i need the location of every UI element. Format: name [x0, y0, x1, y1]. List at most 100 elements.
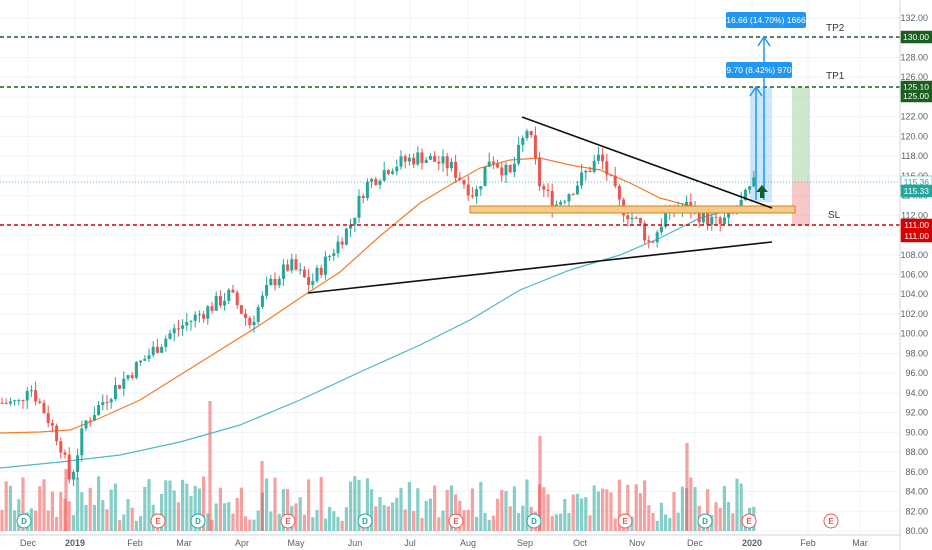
long-entry-arrow-icon: [756, 185, 768, 198]
volume-bar: [634, 484, 638, 531]
volume-bar: [235, 498, 239, 531]
volume-bar: [80, 492, 84, 531]
volume-bar: [38, 486, 42, 531]
future-earnings-badge[interactable]: E: [823, 513, 839, 529]
volume-bar: [260, 461, 264, 531]
volume-bar: [538, 436, 542, 531]
earnings-badge[interactable]: [448, 513, 464, 529]
volume-bar: [344, 507, 348, 531]
candle-body: [571, 194, 575, 196]
candle-body: [382, 170, 386, 181]
earnings-badge[interactable]: [617, 513, 633, 529]
candle-body: [113, 385, 117, 400]
candle-body: [743, 189, 747, 200]
time-tick-label: Feb: [127, 538, 143, 548]
candle-body: [697, 209, 701, 223]
volume-bar: [722, 485, 726, 531]
volume-bar: [454, 494, 458, 531]
volume-bar: [147, 479, 151, 531]
candle-body: [487, 161, 491, 167]
volume-bar: [244, 516, 248, 531]
candle-body: [17, 400, 21, 402]
candle-body: [50, 423, 54, 426]
time-tick-label: Aug: [460, 538, 476, 548]
volume-bar: [580, 498, 584, 531]
volume-bar: [609, 492, 613, 531]
volume-bar: [441, 510, 445, 531]
candle-body: [277, 278, 281, 286]
candle-body: [496, 163, 500, 168]
volume-bar: [584, 497, 588, 531]
earnings-badge[interactable]: [150, 513, 166, 529]
volume-bar: [193, 485, 197, 531]
earnings-badge[interactable]: [741, 513, 757, 529]
candle-body: [584, 170, 588, 173]
volume-bar: [214, 503, 218, 531]
volume-bar: [84, 504, 88, 531]
candle-body: [71, 471, 75, 480]
dividend-badge[interactable]: [526, 513, 542, 529]
candle-body: [332, 253, 336, 256]
candle-body: [630, 217, 634, 220]
reward-zone: [792, 87, 810, 182]
candle-body: [546, 189, 550, 191]
support-zone[interactable]: [469, 205, 796, 214]
candle-body: [475, 189, 479, 197]
dividend-badge[interactable]: [357, 513, 373, 529]
candle-body: [269, 278, 273, 285]
price-tag-label: 115.36: [904, 177, 930, 187]
candle-body: [575, 185, 579, 195]
time-tick-label: Dec: [687, 538, 704, 548]
volume-bar: [109, 489, 113, 531]
volume-bar: [239, 487, 243, 531]
volume-bar: [567, 513, 571, 531]
candle-body: [643, 223, 647, 241]
candle-body: [399, 156, 403, 167]
volume-bar: [424, 500, 428, 531]
candlesticks: [0, 126, 756, 487]
dividend-badge[interactable]: [190, 513, 206, 529]
candle-body: [605, 161, 609, 175]
volume-bar: [59, 491, 63, 531]
dividend-badge-label: D: [702, 517, 708, 526]
volume-bar: [8, 485, 12, 531]
time-axis[interactable]: Dec 2019 Feb Mar Apr May Jun Jul Aug Sep Oct Nov Dec…: [20, 538, 868, 548]
volume-bar: [466, 509, 470, 531]
price-tick-label: 120.00: [900, 131, 928, 141]
volume-bar: [286, 489, 290, 531]
price-tag-label: 125.10: [903, 82, 929, 92]
volume-bar: [475, 516, 479, 531]
volume-bar: [50, 491, 54, 531]
volume-bar: [571, 494, 575, 531]
upper-trendline[interactable]: [521, 116, 773, 209]
dividend-badge[interactable]: [697, 513, 713, 529]
time-tick-label: Nov: [629, 538, 646, 548]
candle-body: [46, 413, 50, 424]
candle-body: [256, 307, 260, 322]
volume-bar: [559, 513, 563, 531]
candle-body: [290, 259, 294, 271]
lower-trendline[interactable]: [307, 241, 773, 294]
volume-bar: [67, 501, 71, 531]
candle-body: [105, 402, 109, 404]
candle-body: [286, 264, 290, 271]
measure-arrow-tp1: [749, 85, 763, 200]
volume-bar: [176, 502, 180, 531]
volume-bar: [328, 507, 332, 531]
volume-bar: [185, 483, 189, 531]
price-tag: [900, 89, 932, 103]
dividend-badge[interactable]: [16, 513, 32, 529]
candle-body: [281, 264, 285, 279]
volume-bar: [491, 515, 495, 531]
volume-bar: [638, 493, 642, 531]
volume-bar: [626, 484, 630, 531]
candle-body: [601, 154, 605, 162]
price-tick-label: 112.00: [901, 210, 928, 220]
volume-bar: [172, 490, 176, 531]
volume-bar: [517, 513, 521, 531]
earnings-badge[interactable]: [280, 513, 296, 529]
volume-bar: [370, 489, 374, 531]
volume-bar: [504, 491, 508, 531]
